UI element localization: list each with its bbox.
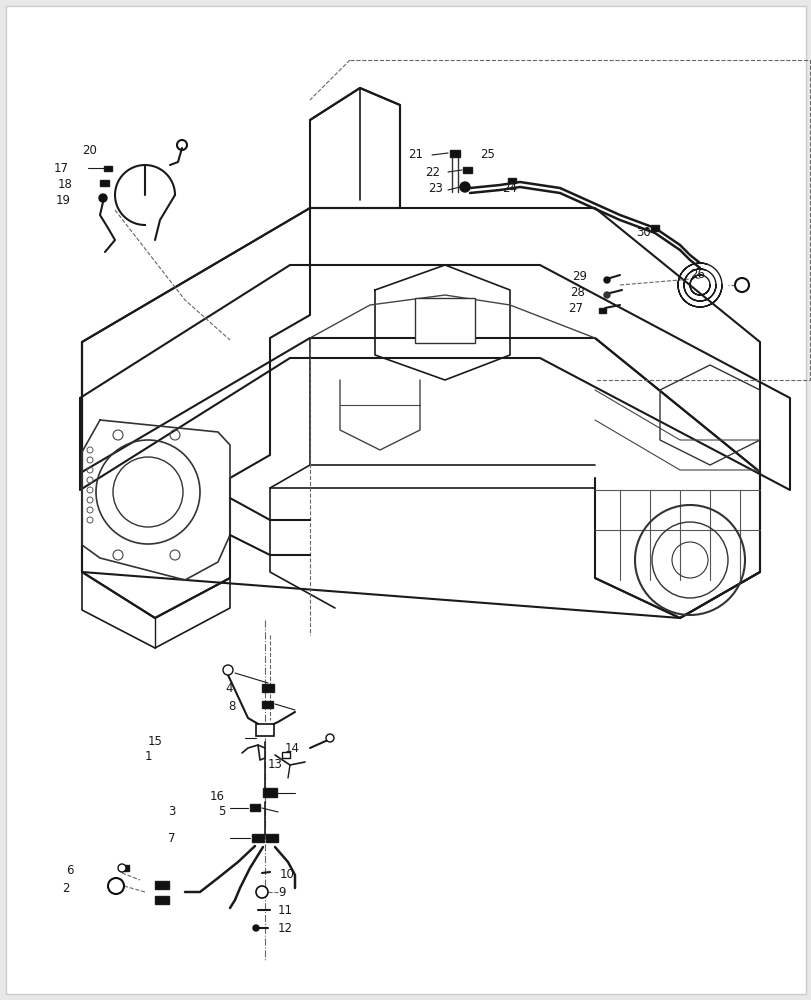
Circle shape [603, 292, 609, 298]
Text: 18: 18 [58, 178, 73, 191]
Text: 22: 22 [424, 166, 440, 179]
Circle shape [603, 277, 609, 283]
Text: 21: 21 [407, 148, 423, 161]
Text: 6: 6 [66, 864, 74, 877]
Text: 10: 10 [280, 868, 294, 881]
Text: 19: 19 [56, 194, 71, 207]
Text: 24: 24 [501, 182, 517, 195]
Text: 16: 16 [210, 790, 225, 803]
Bar [263, 788, 277, 797]
Text: 17: 17 [54, 162, 69, 175]
Text: 13: 13 [268, 758, 282, 771]
Bar [155, 896, 169, 904]
Text: 8: 8 [228, 700, 235, 713]
Circle shape [118, 864, 126, 872]
Text: 2: 2 [62, 882, 70, 895]
Circle shape [325, 734, 333, 742]
Text: 11: 11 [277, 904, 293, 917]
Text: 15: 15 [148, 735, 163, 748]
Text: 12: 12 [277, 922, 293, 935]
Bar [262, 700, 273, 708]
Circle shape [253, 925, 259, 931]
Bar [266, 834, 277, 842]
Text: 3: 3 [168, 805, 175, 818]
Text: 28: 28 [569, 286, 584, 299]
Circle shape [734, 278, 748, 292]
Bar [255, 724, 273, 736]
Bar [414, 298, 474, 342]
Circle shape [108, 878, 124, 894]
Bar [508, 178, 515, 183]
Bar [250, 804, 260, 811]
Circle shape [460, 182, 470, 192]
Bar [449, 150, 460, 157]
Text: 30: 30 [635, 226, 650, 239]
Text: 29: 29 [571, 270, 586, 283]
Circle shape [255, 886, 268, 898]
Bar [155, 881, 169, 889]
Bar [104, 166, 112, 171]
Circle shape [223, 665, 233, 675]
Text: 1: 1 [145, 750, 152, 763]
Bar [101, 180, 109, 186]
Text: 7: 7 [168, 832, 175, 845]
Text: 4: 4 [225, 682, 232, 695]
Bar [599, 308, 606, 312]
Circle shape [99, 194, 107, 202]
Text: 25: 25 [479, 148, 494, 161]
Text: 5: 5 [217, 805, 225, 818]
Text: 26: 26 [689, 268, 704, 281]
Text: 14: 14 [285, 742, 299, 755]
Bar [463, 167, 472, 173]
Bar [281, 752, 290, 758]
Bar [650, 225, 659, 231]
Text: 23: 23 [427, 182, 442, 195]
Text: 27: 27 [568, 302, 582, 315]
Bar [120, 865, 129, 871]
Text: 20: 20 [82, 144, 97, 157]
Bar [251, 834, 264, 842]
Bar [262, 684, 273, 692]
Text: 9: 9 [277, 886, 285, 899]
